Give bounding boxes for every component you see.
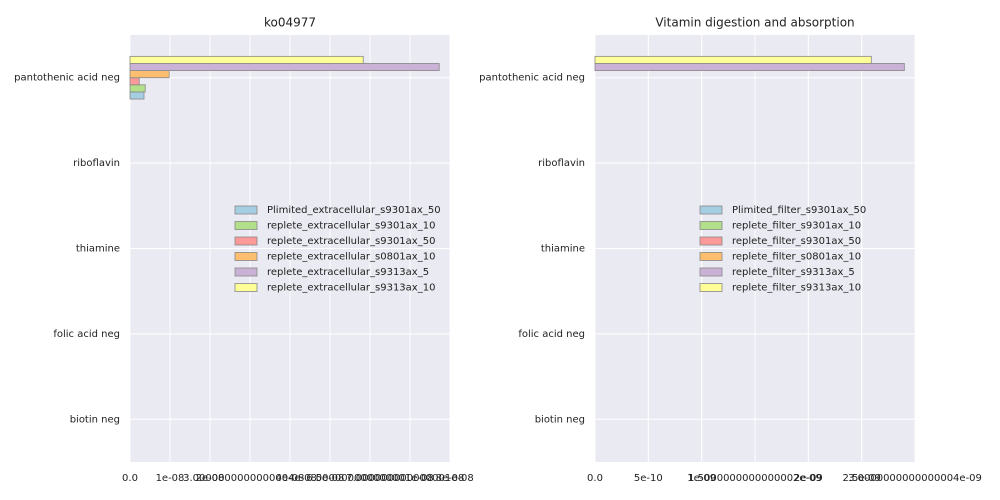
x-tick-label: 1e-09 xyxy=(687,473,716,484)
y-tick-label: biotin neg xyxy=(70,414,120,425)
legend-label: replete_extracellular_s9313ax_10 xyxy=(267,283,435,294)
bar xyxy=(594,63,905,71)
x-tick-label: 5e-10 xyxy=(634,473,663,484)
y-tick-label: thiamine xyxy=(76,244,120,255)
y-tick-label: biotin neg xyxy=(535,414,585,425)
bar xyxy=(129,55,364,64)
legend-label: replete_filter_s9301ax_10 xyxy=(732,221,861,232)
legend-swatch xyxy=(699,283,723,292)
legend-swatch xyxy=(699,205,723,215)
x-tick-label: 0.0 xyxy=(587,473,603,484)
legend-label: replete_extracellular_s9301ax_10 xyxy=(267,221,435,232)
legend-swatch xyxy=(699,236,723,246)
x-tick-label: 0.0 xyxy=(122,473,138,484)
x-tick-label: 3.0000000000000004e-08 xyxy=(183,473,317,484)
y-tick-label: folic acid neg xyxy=(53,329,120,340)
legend-label: replete_filter_s9301ax_50 xyxy=(732,236,861,247)
legend-label: Plimited_extracellular_s9301ax_50 xyxy=(267,205,441,216)
legend-swatch xyxy=(234,252,258,261)
x-tick-label: 2.5e-09 xyxy=(842,473,880,484)
x-tick-label: 2e-09 xyxy=(794,473,823,484)
legend-label: replete_extracellular_s0801ax_10 xyxy=(267,252,435,263)
legend-swatch xyxy=(234,205,258,215)
legend-label: replete_filter_s9313ax_5 xyxy=(732,267,855,278)
x-tick-label: 8e-08 xyxy=(436,473,465,484)
chart-title: Vitamin digestion and absorption xyxy=(655,16,854,30)
legend-swatch xyxy=(234,267,258,277)
x-tick-label: 3.0000000000000004e-09 xyxy=(848,473,982,484)
x-tick-label: 5e-08 xyxy=(316,473,345,484)
legend-label: replete_extracellular_s9301ax_50 xyxy=(267,236,435,247)
x-tick-label: 2e-08 xyxy=(196,473,225,484)
y-tick-label: pantothenic acid neg xyxy=(14,73,120,84)
bar xyxy=(129,77,140,86)
x-tick-label: 4e-08 xyxy=(276,473,305,484)
bar xyxy=(129,70,170,79)
legend-swatch xyxy=(234,221,258,230)
x-tick-label: 1e-08 xyxy=(156,473,185,484)
bar xyxy=(129,91,145,100)
legend-swatch xyxy=(234,283,258,292)
y-tick-label: riboflavin xyxy=(73,158,120,169)
legend-swatch xyxy=(234,236,258,246)
legend-label: replete_extracellular_s9313ax_5 xyxy=(267,267,429,278)
legend-swatch xyxy=(699,221,723,230)
legend-swatch xyxy=(699,267,723,277)
x-tick-label: 1.5000000000000002e-09 xyxy=(688,473,822,484)
legend-label: replete_filter_s9313ax_10 xyxy=(732,283,861,294)
bar xyxy=(129,84,146,93)
y-tick-label: pantothenic acid neg xyxy=(479,73,585,84)
y-tick-label: riboflavin xyxy=(538,158,585,169)
legend-label: replete_filter_s0801ax_10 xyxy=(732,252,861,263)
bar xyxy=(594,55,872,64)
chart-title: ko04977 xyxy=(264,16,316,30)
x-tick-label: 6.000000000000001e-08 xyxy=(306,473,433,484)
bar xyxy=(129,63,440,71)
legend-label: Plimited_filter_s9301ax_50 xyxy=(732,205,866,216)
y-tick-label: thiamine xyxy=(541,244,585,255)
y-tick-label: folic acid neg xyxy=(518,329,585,340)
x-tick-label: 7.000000000000001e-08 xyxy=(346,473,473,484)
legend-swatch xyxy=(699,252,723,261)
